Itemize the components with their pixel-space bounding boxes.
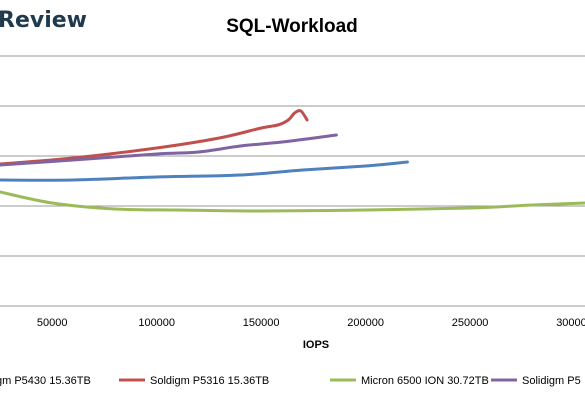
x-tick-label: 300000 [556,317,585,329]
chart-title: SQL-Workload [226,16,358,37]
logo-text: Review [0,8,87,33]
x-tick-label: 150000 [243,317,280,329]
legend-label: Micron 6500 ION 30.72TB [361,375,489,387]
x-tick-label: 100000 [138,317,175,329]
series-line [0,160,409,182]
legend-label: gm P5430 15.36TB [0,375,91,387]
legend: gm P5430 15.36TB Soldigm P5316 15.36TB Mic… [0,375,581,387]
x-tick-labels: 50000 100000 150000 200000 250000 300000 [37,317,585,329]
x-tick-label: 250000 [452,317,489,329]
legend-label: Soldigm P5316 15.36TB [150,375,269,387]
x-tick-label: 200000 [347,317,384,329]
series-line [0,133,338,167]
x-axis-title: IOPS [303,339,329,351]
legend-label: Solidigm P5 [522,375,581,387]
series-line [0,109,309,166]
series-lines [0,109,585,213]
series-line [0,190,585,213]
x-tick-label: 50000 [37,317,68,329]
